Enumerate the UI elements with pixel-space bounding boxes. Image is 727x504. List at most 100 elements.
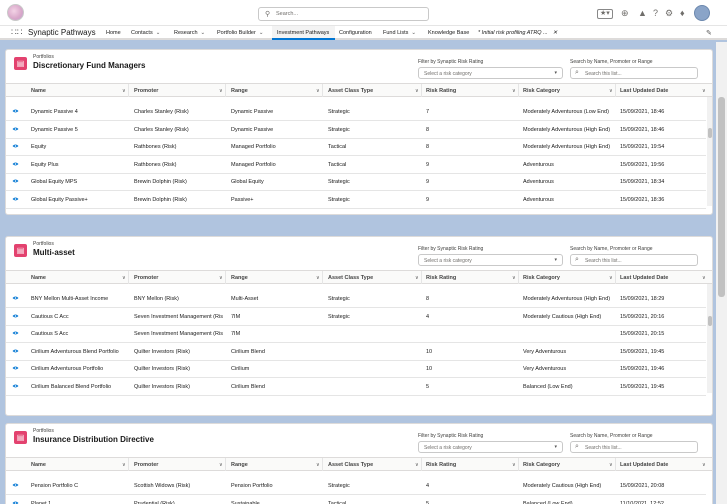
table-scrollbar-thumb[interactable]	[708, 128, 712, 138]
eye-icon[interactable]	[12, 500, 19, 504]
column-header-last-updated-date[interactable]: Last Updated Date	[620, 275, 669, 281]
cell-name[interactable]: Equity Plus	[31, 161, 59, 168]
chevron-down-icon[interactable]: ∨	[122, 462, 126, 468]
cell-name[interactable]: Planet 1	[31, 500, 52, 504]
edit-nav-icon[interactable]: ✎	[706, 30, 712, 37]
table-scrollbar-thumb[interactable]	[708, 316, 712, 326]
column-header-range[interactable]: Range	[231, 275, 248, 281]
favorites-star-icon[interactable]: ★▾	[597, 9, 613, 19]
table-row[interactable]: Pension Portfolio C Scottish Widows (Risk…	[6, 478, 706, 495]
nav-contacts[interactable]: Contacts ⌄	[131, 30, 161, 36]
eye-icon[interactable]	[12, 348, 19, 354]
table-row[interactable]: Cautious C Acc Seven Investment Managemen…	[6, 309, 706, 326]
cell-name[interactable]: Pension Portfolio C	[31, 483, 79, 489]
chevron-down-icon[interactable]: ∨	[316, 275, 320, 281]
chevron-down-icon[interactable]: ∨	[702, 275, 706, 281]
page-scrollbar-thumb[interactable]	[718, 97, 725, 297]
column-header-name[interactable]: Name	[31, 88, 46, 94]
cell-name[interactable]: Cirilium Balanced Blend Portfolio	[31, 383, 112, 390]
nav-configuration[interactable]: Configuration	[339, 30, 372, 36]
column-header-asset-class-type[interactable]: Asset Class Type	[328, 462, 374, 468]
nav-research[interactable]: Research ⌄	[174, 30, 206, 36]
bell-icon[interactable]: ♦	[680, 8, 685, 18]
chevron-down-icon[interactable]: ∨	[219, 88, 223, 94]
table-scrollbar[interactable]	[707, 97, 712, 206]
gear-icon[interactable]: ⚙	[665, 8, 674, 18]
chevron-down-icon[interactable]: ∨	[512, 88, 516, 94]
global-search-input[interactable]: ⚲ Search...	[258, 7, 429, 21]
column-header-risk-category[interactable]: Risk Category	[523, 462, 560, 468]
column-header-risk-category[interactable]: Risk Category	[523, 88, 560, 94]
table-row[interactable]: Cirilium Adventurous Portfolio Quilter In…	[6, 361, 706, 378]
app-launcher-icon[interactable]: ∷∷	[11, 27, 23, 37]
column-header-name[interactable]: Name	[31, 462, 46, 468]
table-row[interactable]: Dynamic Passive 4 Charles Stanley (Risk) D…	[6, 104, 706, 121]
column-header-risk-category[interactable]: Risk Category	[523, 275, 560, 281]
column-header-asset-class-type[interactable]: Asset Class Type	[328, 275, 374, 281]
chevron-down-icon[interactable]: ∨	[609, 88, 613, 94]
table-row[interactable]: Planet 1 Prudential (Risk) Sustainable Tact…	[6, 496, 706, 504]
table-row[interactable]: Global Equity MPS Brewin Dolphin (Risk) Gl…	[6, 174, 706, 191]
nav-home[interactable]: Home	[106, 30, 121, 36]
chevron-down-icon[interactable]: ∨	[702, 462, 706, 468]
eye-icon[interactable]	[12, 126, 19, 132]
nav-portfolio-builder[interactable]: Portfolio Builder ⌄	[217, 30, 264, 36]
nav-fund-lists[interactable]: Fund Lists ⌄	[383, 30, 416, 36]
risk-category-select[interactable]: Select a risk category ▾	[418, 254, 563, 266]
eye-icon[interactable]	[12, 330, 19, 336]
eye-icon[interactable]	[12, 295, 19, 301]
cell-name[interactable]: Global Equity MPS	[31, 179, 78, 185]
cell-name[interactable]: Global Equity Passive+	[31, 196, 88, 203]
chevron-down-icon[interactable]: ∨	[316, 462, 320, 468]
add-icon[interactable]: ⊕	[621, 8, 629, 18]
chevron-down-icon[interactable]: ∨	[219, 462, 223, 468]
chevron-down-icon[interactable]: ∨	[609, 275, 613, 281]
cell-name[interactable]: BNY Mellon Multi-Asset Income	[31, 296, 109, 302]
eye-icon[interactable]	[12, 196, 19, 202]
column-header-risk-rating[interactable]: Risk Rating	[426, 88, 457, 94]
cell-name[interactable]: Cautious S Acc	[31, 331, 69, 337]
chevron-down-icon[interactable]: ∨	[512, 275, 516, 281]
nav-knowledge-base[interactable]: Knowledge Base	[428, 30, 470, 36]
column-header-range[interactable]: Range	[231, 462, 248, 468]
column-header-risk-rating[interactable]: Risk Rating	[426, 462, 457, 468]
table-row[interactable]: Cirilium Balanced Blend Portfolio Quilter…	[6, 379, 706, 396]
chevron-down-icon[interactable]: ∨	[512, 462, 516, 468]
cell-name[interactable]: Dynamic Passive 5	[31, 126, 78, 133]
eye-icon[interactable]	[12, 161, 19, 167]
eye-icon[interactable]	[12, 313, 19, 319]
chevron-down-icon[interactable]: ∨	[316, 88, 320, 94]
search-list-input[interactable]: ⌕ Search this list...	[570, 441, 698, 453]
eye-icon[interactable]	[12, 482, 19, 488]
trailhead-icon[interactable]: ▲	[638, 8, 647, 18]
cell-name[interactable]: Equity	[31, 144, 47, 150]
cell-name[interactable]: Dynamic Passive 4	[31, 109, 78, 115]
chevron-down-icon[interactable]: ∨	[609, 462, 613, 468]
table-row[interactable]: Equity Rathbones (Risk) Managed Portfolio T…	[6, 139, 706, 156]
cell-name[interactable]: Cautious C Acc	[31, 313, 69, 320]
eye-icon[interactable]	[12, 178, 19, 184]
risk-category-select[interactable]: Select a risk category ▾	[418, 441, 563, 453]
eye-icon[interactable]	[12, 143, 19, 149]
table-row[interactable]: Global Equity Passive+ Brewin Dolphin (Ri…	[6, 192, 706, 209]
chevron-down-icon[interactable]: ∨	[415, 88, 419, 94]
cell-name[interactable]: Cirilium Adventurous Blend Portfolio	[31, 348, 119, 355]
eye-icon[interactable]	[12, 365, 19, 371]
column-header-promoter[interactable]: Promoter	[134, 275, 159, 281]
table-row[interactable]: BNY Mellon Multi-Asset Income BNY Mellon …	[6, 291, 706, 308]
cell-name[interactable]: Cirilium Adventurous Portfolio	[31, 366, 104, 372]
search-list-input[interactable]: ⌕ Search this list...	[570, 254, 698, 266]
nav-investment-pathways[interactable]: Investment Pathways	[277, 30, 330, 36]
table-row[interactable]: Equity Plus Rathbones (Risk) Managed Portf…	[6, 157, 706, 174]
table-row[interactable]: Cirilium Adventurous Blend Portfolio Quil…	[6, 344, 706, 361]
column-header-last-updated-date[interactable]: Last Updated Date	[620, 88, 669, 94]
chevron-down-icon[interactable]: ∨	[122, 88, 126, 94]
user-avatar[interactable]	[694, 5, 710, 21]
search-list-input[interactable]: ⌕ Search this list...	[570, 67, 698, 79]
column-header-range[interactable]: Range	[231, 88, 248, 94]
column-header-asset-class-type[interactable]: Asset Class Type	[328, 88, 374, 94]
risk-category-select[interactable]: Select a risk category ▾	[418, 67, 563, 79]
column-header-promoter[interactable]: Promoter	[134, 88, 159, 94]
chevron-down-icon[interactable]: ∨	[702, 88, 706, 94]
help-icon[interactable]: ?	[653, 8, 659, 18]
